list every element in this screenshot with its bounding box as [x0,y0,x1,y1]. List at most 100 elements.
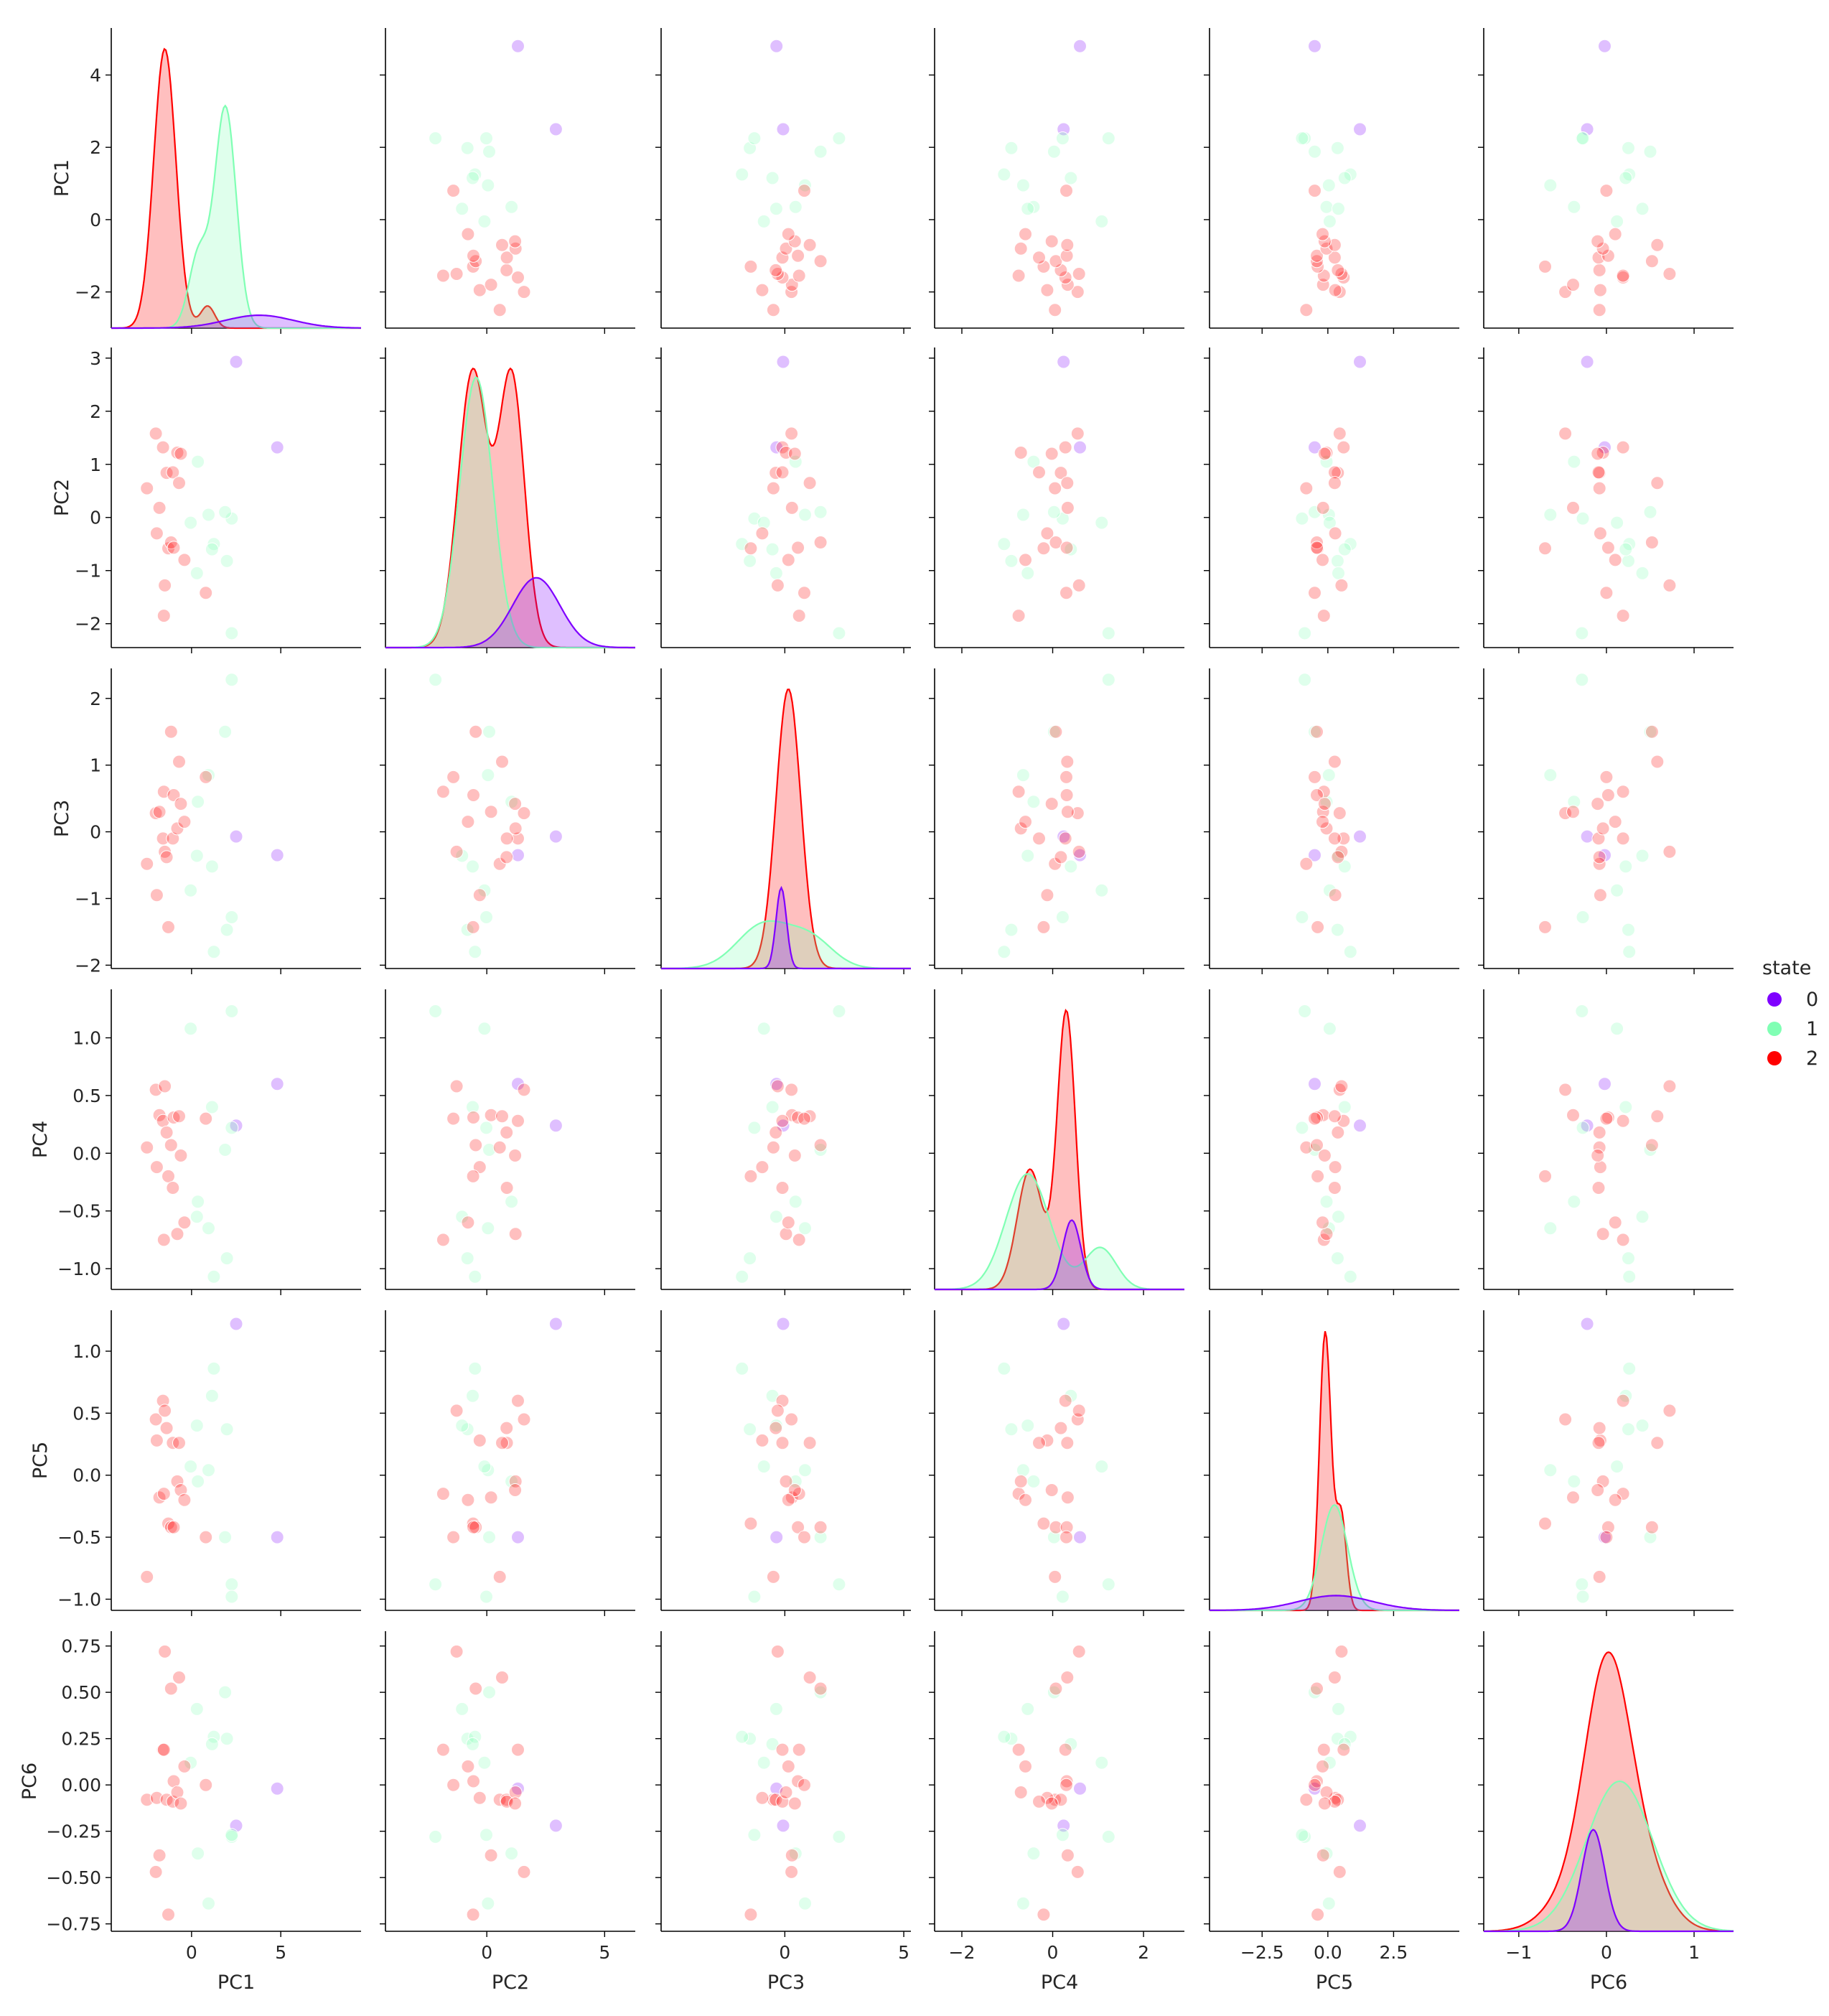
scatter-point-state-2 [159,850,174,864]
scatter-point-state-1 [1575,1004,1589,1018]
scatter-point-state-2 [152,500,167,515]
scatter-point-state-2 [1011,269,1026,283]
x-axis-label: PC4 [1041,1971,1078,1994]
scatter-point-state-0 [270,1077,284,1091]
scatter-point-state-2 [1592,263,1606,277]
scatter-point-state-2 [785,285,799,299]
scatter-point-state-1 [1635,1419,1650,1433]
scatter-point-state-2 [508,1149,523,1162]
subplot-grid: −2 0 2 4 PC1 −2 −1 0 1 2 3 PC2 −2 −1 0 1 2 PC3 −1.0 −0.5 0.0… [19,28,1734,1994]
scatter-point-state-2 [500,1421,514,1435]
scatter-point-state-2 [775,1181,790,1195]
scatter-point-state-0 [511,848,525,862]
scatter-point-state-2 [1596,241,1610,256]
scatter-point-state-2 [466,1516,480,1531]
scatter-point-state-2 [1316,609,1331,623]
scatter-point-state-1 [1343,945,1357,959]
scatter-point-state-1 [1622,1361,1637,1376]
scatter-point-state-0 [1057,355,1071,369]
scatter-point-state-2 [744,541,758,556]
scatter-point-state-0 [548,1317,563,1331]
scatter-point-state-1 [1055,1590,1070,1604]
scatter-point-state-1 [225,673,239,687]
scatter-point-state-2 [149,888,164,902]
scatter-point-state-1 [481,1896,495,1910]
y-tick-label: 0.00 [61,1775,101,1796]
scatter-point-state-2 [177,1493,192,1507]
scatter-point-state-1 [743,1251,757,1266]
scatter-point-state-2 [1059,1774,1074,1788]
scatter-point-state-2 [517,806,531,821]
scatter-point-state-2 [159,1125,174,1139]
scatter-point-state-1 [1343,1730,1357,1744]
scatter-point-state-2 [744,1169,758,1183]
scatter-point-state-0 [1580,1317,1594,1331]
scatter-point-state-2 [469,1138,483,1152]
scatter-point-state-1 [1330,554,1344,568]
scatter-point-state-2 [1645,1138,1659,1152]
kde-fill-state-2 [1484,1652,1734,1931]
scatter-point-state-2 [1592,1569,1606,1584]
scatter-point-state-2 [803,476,817,490]
kde-line-state-2 [1484,1651,1734,1932]
scatter-point-state-2 [1591,465,1606,480]
scatter-point-state-2 [1334,267,1349,281]
scatter-point-state-1 [1575,1577,1589,1592]
scatter-point-state-0 [270,440,284,454]
scatter-point-state-2 [1591,1436,1606,1450]
subplot-pc3-vs-pc1: −2 −1 0 1 2 PC3 [51,668,361,976]
scatter-point-state-2 [1037,1516,1051,1531]
scatter-point-state-2 [803,1671,817,1684]
x-tick-label: −2.5 [1240,1942,1284,1963]
scatter-point-state-2 [1591,1181,1606,1195]
scatter-point-state-2 [1592,850,1606,864]
scatter-point-state-1 [813,144,828,159]
scatter-point-state-2 [779,1786,793,1799]
scatter-point-state-2 [1327,831,1342,846]
scatter-point-state-2 [1599,1530,1614,1544]
scatter-point-state-2 [446,184,461,198]
scatter-point-state-2 [172,1109,186,1124]
scatter-point-state-2 [461,1215,475,1230]
scatter-point-state-2 [1070,426,1085,441]
scatter-point-state-2 [1316,785,1331,799]
scatter-point-state-2 [1591,447,1605,461]
kde-fill-state-1 [935,1174,1184,1289]
scatter-point-state-2 [484,1108,498,1122]
kde-fill-state-1 [1210,1505,1459,1610]
scatter-point-state-1 [1332,1702,1345,1716]
scatter-point-state-2 [472,1433,487,1447]
scatter-point-state-2 [1601,541,1615,555]
scatter-point-state-1 [220,1422,234,1437]
scatter-point-state-2 [775,465,790,480]
scatter-point-state-2 [508,1796,523,1811]
scatter-point-state-1 [1619,1100,1633,1114]
scatter-point-state-2 [803,1109,817,1124]
scatter-point-state-1 [743,554,757,568]
scatter-point-state-1 [1610,883,1624,897]
scatter-point-state-2 [787,1483,802,1497]
y-tick-label: 0.5 [72,1086,101,1106]
scatter-point-state-1 [1308,144,1322,159]
subplot-pc4-vs-pc3 [655,989,911,1295]
scatter-point-state-1 [482,724,496,739]
scatter-point-state-1 [1047,1530,1061,1544]
scatter-point-state-2 [1599,184,1614,198]
y-axis-label: PC5 [29,1442,52,1479]
kde-fill-state-2 [661,689,911,969]
scatter-point-state-2 [511,831,525,846]
scatter-point-state-2 [162,920,175,934]
scatter-point-state-2 [508,1227,523,1241]
scatter-point-state-1 [1619,859,1633,874]
scatter-point-state-2 [1310,724,1324,739]
scatter-point-state-2 [484,805,498,819]
scatter-point-state-0 [1073,440,1087,454]
scatter-point-state-2 [1616,1233,1630,1247]
scatter-point-state-2 [500,251,514,265]
scatter-point-state-1 [735,537,749,551]
scatter-point-state-2 [174,1149,188,1162]
scatter-point-state-2 [1616,1114,1630,1128]
y-tick-label: 1 [90,755,101,776]
scatter-point-state-2 [755,1160,770,1175]
y-tick-label: 0.5 [72,1403,101,1424]
